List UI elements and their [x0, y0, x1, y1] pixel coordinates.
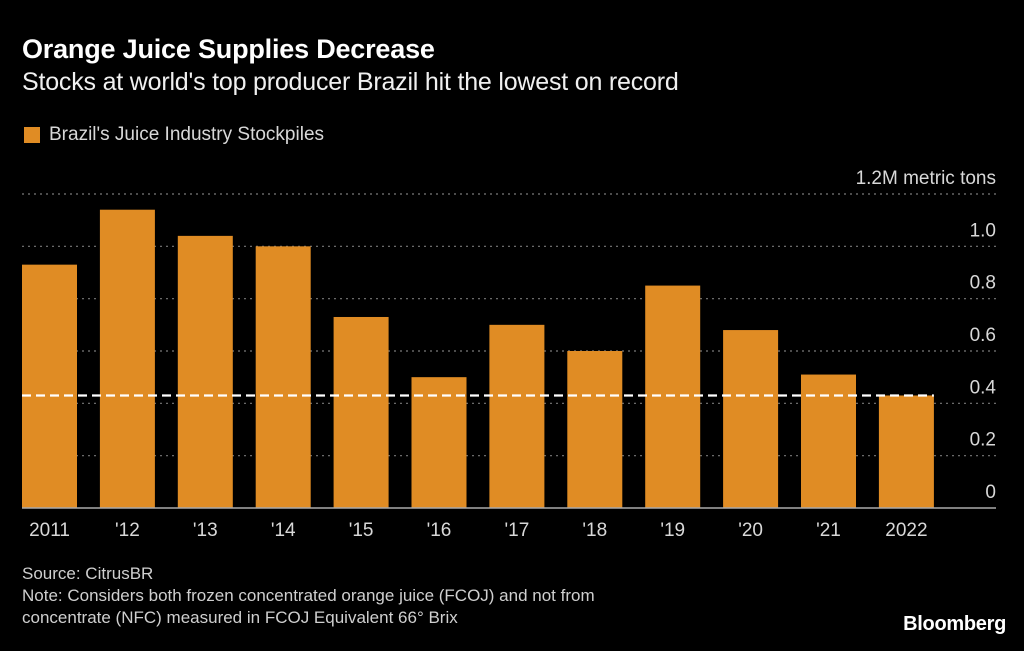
bar: [723, 330, 779, 508]
bar: [567, 351, 623, 508]
x-tick-label: '16: [427, 520, 452, 541]
bloomberg-logo: Bloomberg: [903, 613, 1006, 635]
y-tick-label: 0.8: [970, 273, 996, 294]
note-line-1: Note: Considers both frozen concentrated…: [22, 586, 595, 605]
y-tick-label: 1.2M metric tons: [856, 168, 996, 189]
x-tick-label: '20: [738, 520, 763, 541]
bar: [177, 235, 233, 508]
y-tick-label: 0.4: [970, 377, 997, 398]
bar: [878, 395, 934, 508]
x-tick-label: '15: [349, 520, 374, 541]
y-tick-label: 0.2: [970, 430, 996, 451]
bar: [22, 264, 77, 508]
bar: [99, 209, 155, 508]
y-tick-label: 1.0: [970, 220, 996, 241]
footer-notes: Source: CitrusBR Note: Considers both fr…: [22, 563, 595, 629]
bar: [255, 246, 311, 509]
legend: Brazil's Juice Industry Stockpiles: [24, 124, 324, 146]
y-tick-label: 0.6: [970, 325, 996, 346]
bar: [801, 374, 856, 508]
source-text: Source: CitrusBR: [22, 564, 154, 583]
legend-swatch: [24, 127, 40, 143]
note-line-2: concentrate (NFC) measured in FCOJ Equiv…: [22, 608, 458, 627]
x-tick-label: '19: [660, 520, 685, 541]
x-tick-label: 2011: [29, 520, 70, 541]
x-tick-label: '12: [115, 520, 140, 541]
x-tick-label: '17: [505, 520, 530, 541]
x-tick-label: '14: [271, 520, 296, 541]
bar: [489, 324, 545, 508]
bar: [333, 316, 389, 508]
x-tick-label: 2022: [885, 520, 927, 541]
chart-title: Orange Juice Supplies Decrease: [22, 34, 435, 64]
bar: [645, 285, 701, 508]
x-tick-label: '18: [582, 520, 607, 541]
bars: [22, 209, 934, 509]
x-tick-label: '21: [816, 520, 841, 541]
x-tick-label: '13: [193, 520, 218, 541]
y-tick-label: 0: [985, 482, 996, 503]
chart-subtitle: Stocks at world's top producer Brazil hi…: [22, 68, 679, 96]
axes: 0 0.2 0.4 0.6 0.8 1.0 1.2M metric tons 2011 '12 '…: [22, 168, 996, 541]
bar: [411, 377, 467, 508]
legend-label: Brazil's Juice Industry Stockpiles: [49, 124, 325, 145]
